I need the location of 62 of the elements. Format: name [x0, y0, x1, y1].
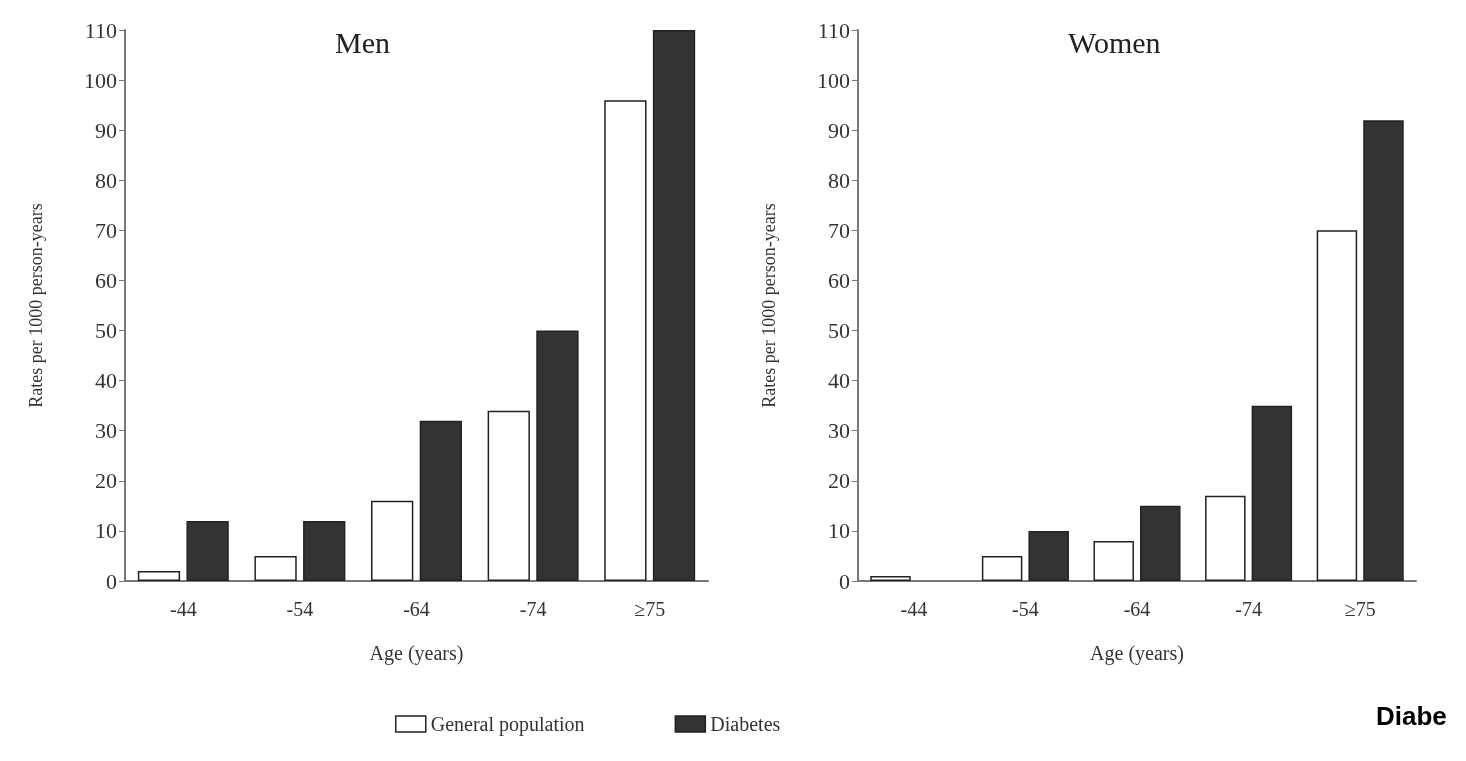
y-tick-label: 30	[95, 418, 117, 444]
bar	[137, 570, 181, 581]
bar	[1251, 405, 1293, 581]
bar	[1028, 530, 1069, 581]
y-tick-label: 110	[817, 17, 850, 43]
bar	[303, 520, 346, 581]
y-tick-label: 20	[95, 468, 117, 494]
x-tick-label: ≥75	[634, 598, 666, 620]
y-tick-label: 10	[828, 518, 850, 544]
legend-label: Diabetes	[710, 713, 781, 735]
bar	[604, 100, 647, 581]
bar	[254, 555, 297, 581]
y-tick-label: 110	[84, 17, 117, 43]
y-tick-label: 10	[95, 518, 117, 544]
x-tick-label: -54	[286, 598, 314, 620]
y-tick-label: 70	[828, 217, 850, 243]
legend-label: General population	[430, 713, 585, 736]
bar	[371, 500, 414, 581]
x-tick-label: -44	[169, 598, 197, 620]
x-tick-label: -74	[519, 598, 547, 620]
bar	[536, 330, 579, 581]
y-tick-label: 80	[95, 167, 117, 193]
bar	[981, 555, 1023, 581]
bar	[1205, 495, 1246, 581]
text: Diabe	[1376, 701, 1447, 731]
chart-title: Women	[1068, 25, 1161, 59]
x-tick-label: ≥75	[1344, 598, 1376, 620]
y-tick-label: 50	[95, 318, 117, 344]
bar	[1316, 230, 1358, 581]
y-tick-label: 80	[828, 167, 850, 193]
y-tick-label: 40	[95, 368, 117, 394]
bar	[487, 410, 530, 581]
y-tick-label: 0	[106, 568, 117, 594]
y-tick-label: 40	[828, 368, 850, 394]
bar	[186, 520, 229, 581]
y-tick-label: 100	[84, 67, 117, 93]
y-tick-label: 60	[828, 267, 850, 293]
x-tick-label: -74	[1235, 598, 1262, 620]
x-tick-label: -64	[403, 598, 430, 620]
x-tick-label: -44	[900, 598, 928, 620]
x-axis-title: Age (years)	[1090, 642, 1184, 665]
chart-title: Men	[335, 25, 390, 59]
y-tick-label: 100	[817, 67, 850, 93]
y-tick-label: 0	[839, 568, 850, 594]
bar	[652, 30, 696, 581]
bar	[1363, 120, 1404, 581]
y-axis-title: Rates per 1000 person-years	[759, 203, 779, 408]
bar	[419, 420, 462, 581]
y-tick-label: 30	[828, 418, 850, 444]
y-tick-label: 60	[95, 267, 117, 293]
y-tick-label: 50	[828, 318, 850, 344]
x-axis-title: Age (years)	[369, 642, 464, 665]
x-tick-label: -64	[1123, 598, 1151, 620]
y-tick-label: 90	[95, 117, 117, 143]
y-axis-title: Rates per 1000 person-years	[26, 203, 46, 408]
x-tick-label: -54	[1012, 598, 1039, 620]
bar	[1093, 540, 1134, 581]
bar	[1140, 505, 1181, 581]
bar	[870, 575, 911, 581]
y-tick-label: 20	[828, 468, 850, 494]
y-tick-label: 90	[828, 117, 850, 143]
y-tick-label: 70	[95, 217, 117, 243]
